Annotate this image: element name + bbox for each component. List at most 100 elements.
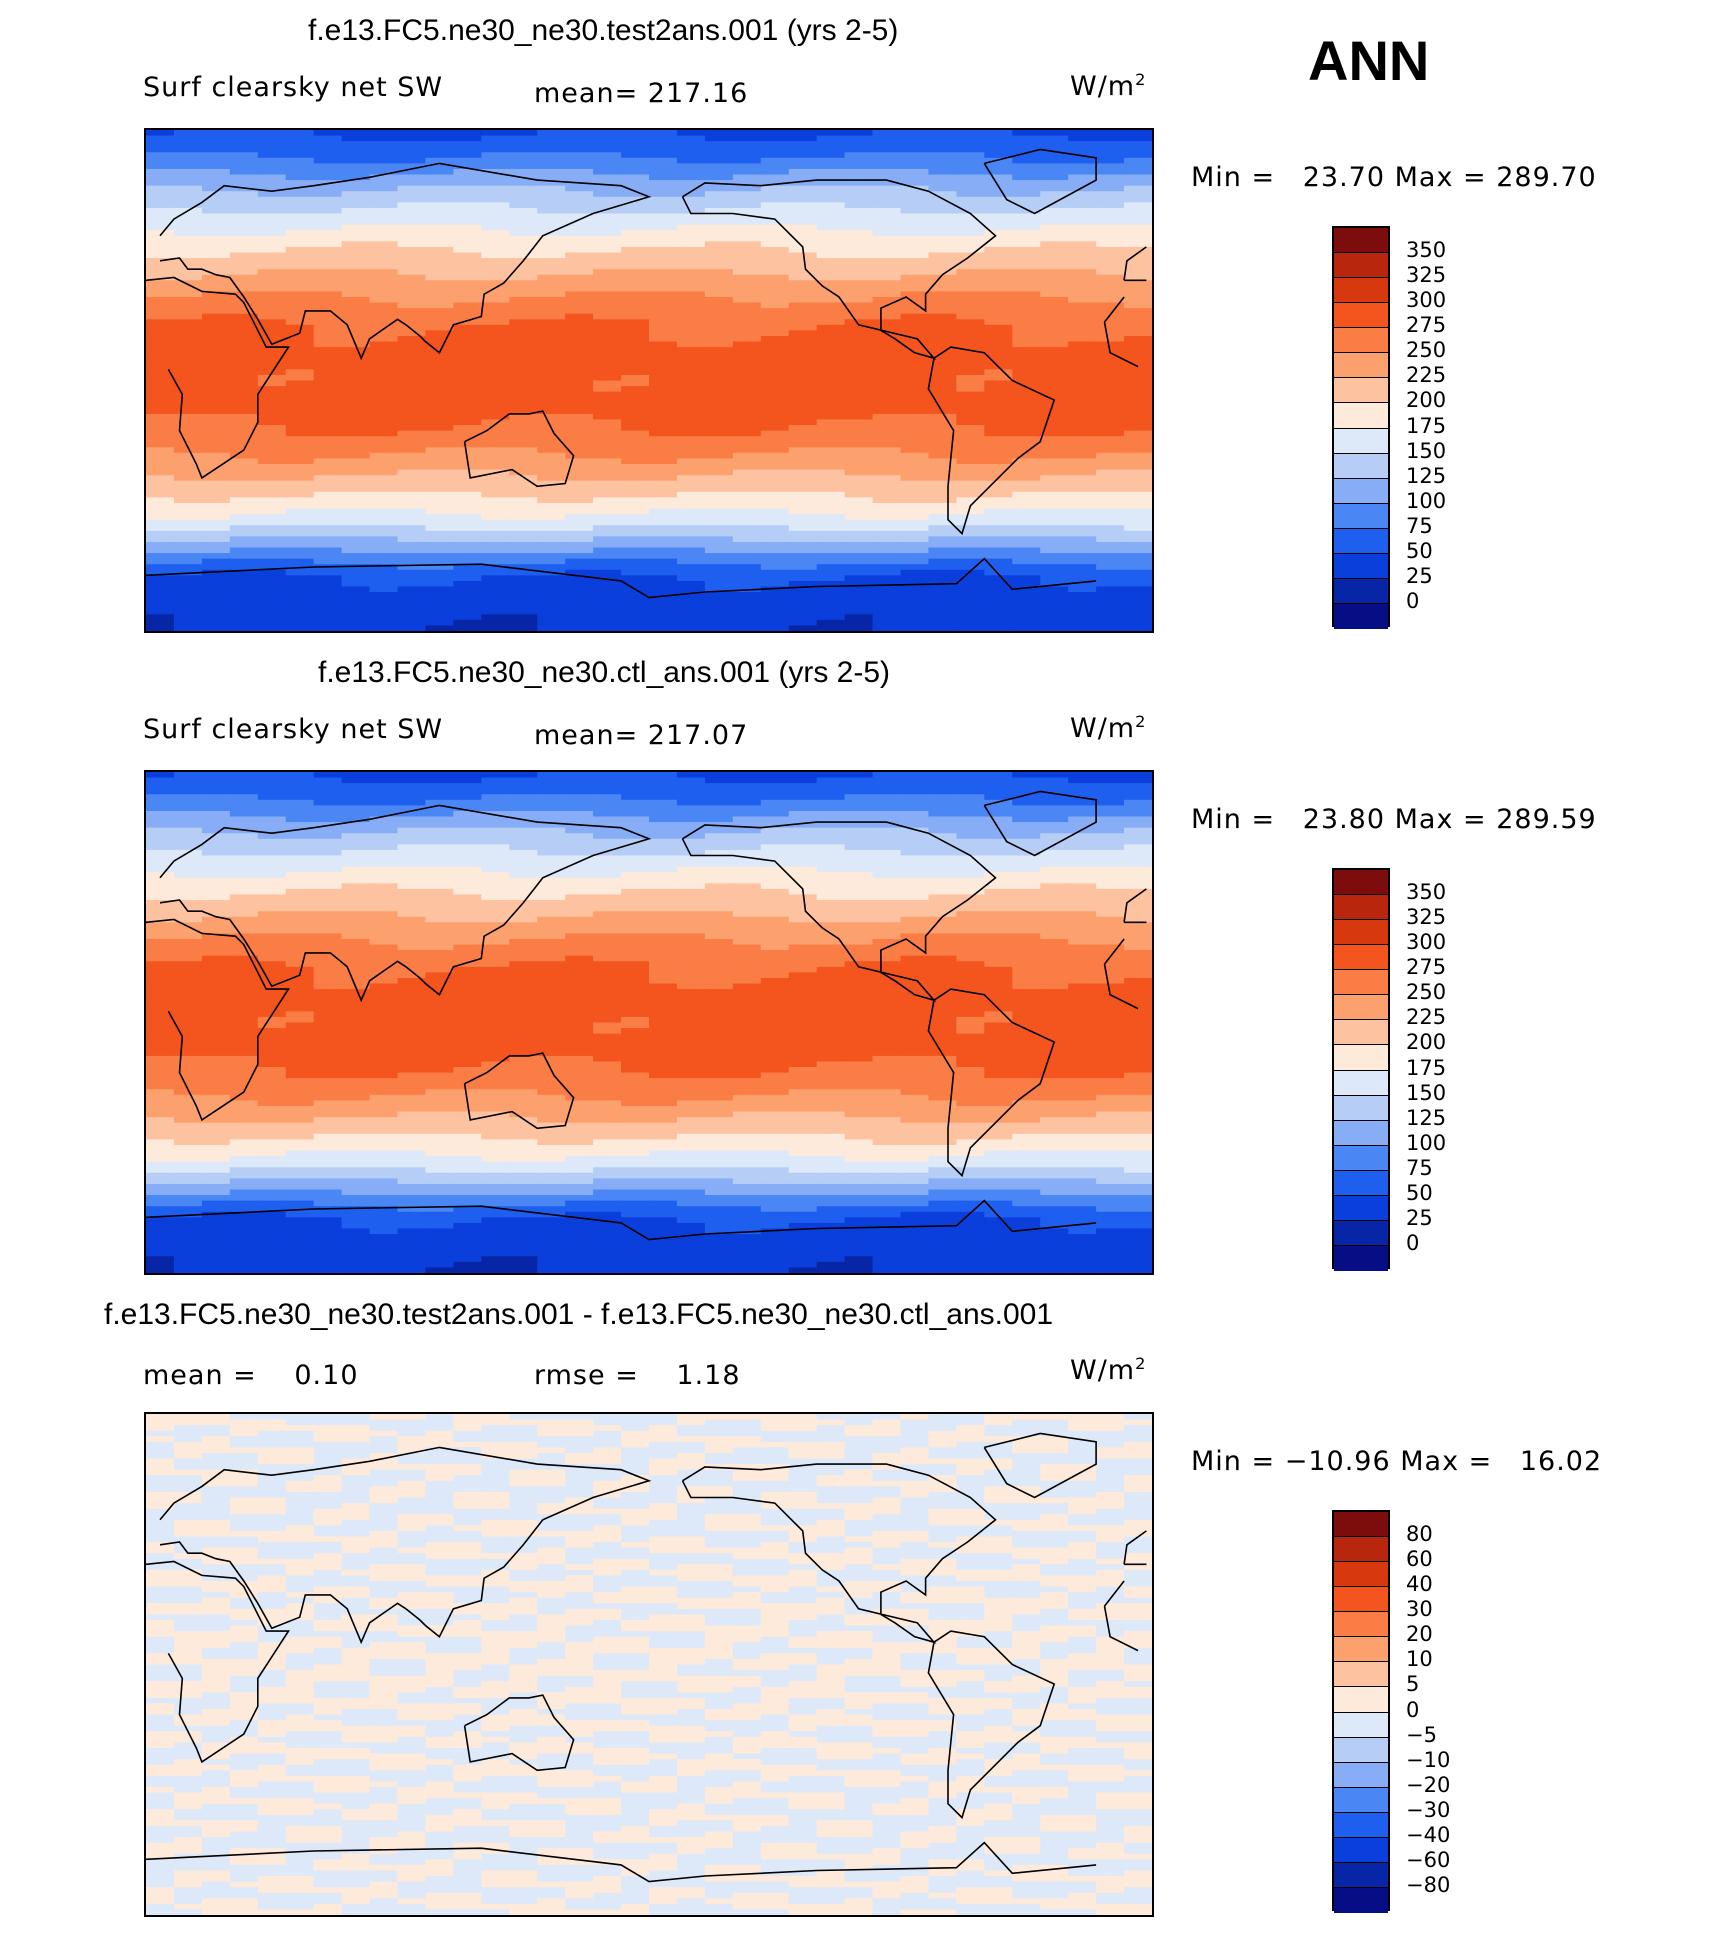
panel1-map-cell [397,458,427,465]
panel1-map-cell [816,180,846,187]
panel1-map-cell [257,608,287,615]
panel1-map-cell [649,168,678,176]
panel1-map-cell [928,347,957,354]
panel2-map-cell [313,961,343,968]
panel1-map-cell [1040,530,1069,537]
panel2-units: W/m2 [1070,712,1146,744]
panel1-map-cell [1068,547,1097,554]
panel2-map-cell [621,888,650,896]
panel1-map-cell [313,441,343,448]
panel1-map-cell [453,547,482,554]
panel1-map-cell [1096,436,1125,443]
panel2-map-cell [1124,866,1152,873]
panel1-map-cell [537,491,566,498]
panel1-map-cell [788,291,818,298]
panel2-map-cell [816,994,846,1001]
panel2-map-cell [816,966,846,973]
panel2-map-cell [1124,933,1152,940]
panel2-map-cell [1096,772,1125,779]
panel1-map-cell [509,285,538,293]
panel1-map-cell [788,430,818,437]
panel1-map-cell [704,285,734,293]
panel1-map-cell [229,425,259,432]
panel2-map-cell [201,944,231,951]
panel1-map-cell [676,547,706,554]
panel1-map-cell [1124,168,1152,176]
panel1-map-cell [257,597,287,604]
panel1-map-cell [1068,196,1097,203]
panel1-map-cell [285,135,315,142]
panel1-map-cell [229,330,259,337]
panel2-map-cell [872,950,902,957]
panel1-map-cell [732,413,762,421]
panel1-map-cell [760,547,790,554]
panel1-map-cell [900,241,930,248]
panel1-map-cell [676,608,706,615]
panel1-map-cell [1040,269,1069,276]
panel2-map-cell [872,810,902,818]
panel2-map-cell [481,966,510,973]
panel1-map-cell [900,168,930,176]
panel1-map-cell [201,263,231,270]
panel2-map-cell [984,822,1013,829]
panel2-map-cell [593,855,622,862]
panel2-map-cell [704,989,734,996]
panel2-map-cell [956,900,985,907]
panel2-map-cell [704,877,734,884]
panel2-map-cell [257,1028,287,1035]
panel2-map-cell [1068,955,1097,962]
panel1-map-cell [872,380,902,387]
panel2-map-cell [704,827,734,834]
panel2-map-cell [453,955,482,962]
panel1-map-cell [984,285,1013,293]
panel2-map-cell [173,994,203,1001]
panel1-map-cell [1124,625,1152,631]
panel2-map-cell [956,833,985,840]
panel1-map-cell [900,302,930,309]
panel2-map-cell [704,783,734,790]
panel1-map-cell [732,252,762,259]
panel2-map-cell [872,799,902,806]
panel2-map-cell [313,1000,343,1007]
panel2-map-cell [453,883,482,890]
panel1-map-cell [425,285,454,293]
panel1-map-cell [425,441,454,448]
panel1-map-cell [397,219,427,226]
panel2-map-cell [928,849,957,857]
panel1-map-cell [760,519,790,526]
panel1-map-cell [704,564,734,571]
panel1-map-cell [453,397,482,404]
panel1-map-cell [285,452,315,460]
panel1-map-cell [872,341,902,348]
panel1-map-cell [565,614,594,621]
panel1-map-cell [676,597,706,604]
panel1-map-cell [844,224,874,231]
panel1-map-cell [984,235,1013,242]
panel1-map-cell [676,141,706,148]
panel2-map-cell [285,838,315,845]
panel1-map-cell [313,230,343,237]
panel1-map-cell [1096,352,1125,359]
panel1-map-cell [1040,614,1069,621]
panel2-map-cell [760,788,790,795]
panel1-map-cell [313,608,343,615]
panel1-map-cell [1040,297,1069,304]
panel1-map-cell [649,380,678,387]
panel1-map-cell [481,447,510,454]
panel2-map-cell [201,955,231,962]
panel2-map-cell [732,883,762,890]
panel2-map-cell [621,838,650,845]
panel1-map-cell [341,491,371,498]
panel2-map-cell [285,1022,315,1029]
panel2-map-cell [537,849,566,857]
panel2-map-cell [146,911,175,918]
panel1-map-cell [397,330,427,337]
panel1-map-cell [984,497,1013,504]
panel2-map-cell [928,933,957,940]
panel1-map-cell [173,430,203,437]
panel2-map-cell [676,916,706,923]
panel1-map-cell [509,246,538,254]
panel1-map-cell [173,536,203,543]
panel2-map-cell [1040,983,1069,990]
panel1-colorbar-label: 175 [1406,413,1447,438]
